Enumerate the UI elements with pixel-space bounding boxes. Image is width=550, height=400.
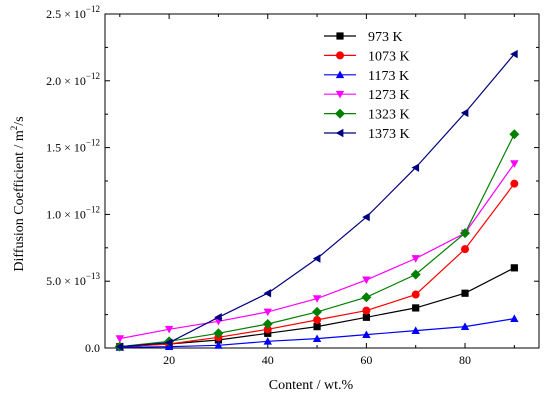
data-point [264, 329, 272, 337]
data-point [509, 129, 520, 140]
data-point [263, 308, 272, 317]
data-point [410, 269, 421, 280]
legend-label: 1073 K [368, 49, 410, 64]
legend-label: 1273 K [368, 88, 410, 103]
data-point [411, 163, 420, 172]
y-tick-label: 1.5 × 10−12 [46, 138, 100, 155]
data-point [313, 315, 322, 324]
data-point [411, 255, 420, 263]
y-tick-label: 2.5 × 10−12 [46, 4, 100, 21]
data-point [263, 325, 272, 334]
y-tick-label: 2.0 × 10−12 [46, 71, 100, 88]
data-point [312, 306, 323, 317]
legend-marker [335, 108, 345, 119]
data-point [411, 290, 420, 299]
data-point [262, 318, 273, 329]
data-point [214, 313, 222, 322]
data-point [362, 330, 371, 338]
data-point [164, 338, 173, 347]
data-point [510, 49, 518, 59]
legend-marker [336, 32, 344, 40]
data-point [361, 292, 372, 303]
data-point [164, 325, 174, 334]
data-point [362, 276, 371, 285]
data-point [263, 337, 272, 345]
y-tick-label: 5.0 × 10−13 [46, 271, 100, 288]
data-point [510, 179, 519, 188]
legend-marker [336, 51, 344, 60]
data-point [510, 160, 519, 168]
data-point [412, 304, 420, 312]
y-axis-title-group: Diffusion Coefficient / m2/s [9, 116, 27, 271]
legend-marker [335, 128, 344, 138]
y-axis-title: Diffusion Coefficient / m2/s [9, 116, 27, 271]
x-tick-label: 60 [360, 353, 372, 367]
data-point [312, 295, 322, 303]
data-point [115, 342, 124, 351]
data-point [214, 341, 223, 349]
data-point [312, 334, 322, 343]
data-point [411, 326, 420, 334]
x-tick-label: 20 [163, 353, 175, 367]
x-tick-label: 80 [459, 353, 471, 367]
data-point [510, 314, 519, 322]
x-tick-label: 40 [262, 353, 274, 367]
data-point [313, 323, 321, 331]
legend-label: 1323 K [368, 108, 410, 123]
data-point [362, 306, 371, 315]
data-point [460, 322, 470, 330]
legend-marker [335, 90, 345, 99]
data-point [510, 264, 518, 272]
data-point [362, 313, 370, 321]
x-axis-title: Content / wt.% [269, 378, 354, 393]
data-point [461, 245, 470, 254]
y-tick-label: 0.0 [85, 341, 100, 355]
legend-label: 1173 K [368, 69, 409, 84]
y-tick-label: 1.0 × 10−12 [46, 204, 100, 221]
plot-area: 20 40 60 80 0.0 5.0 × 10−13 1.0 × 10−12 1.5 × 1… [46, 4, 540, 367]
plot-frame [104, 13, 540, 349]
legend-marker [335, 70, 345, 79]
legend-label: 973 K [368, 30, 403, 45]
data-point [461, 289, 469, 297]
data-point [213, 328, 224, 339]
data-point [362, 212, 370, 222]
data-point [460, 108, 469, 118]
legend-label: 1373 K [368, 127, 410, 142]
data-point [263, 289, 272, 298]
data-point [312, 254, 321, 263]
data-point [115, 335, 124, 343]
data-point [460, 228, 471, 239]
series-line [119, 53, 515, 348]
